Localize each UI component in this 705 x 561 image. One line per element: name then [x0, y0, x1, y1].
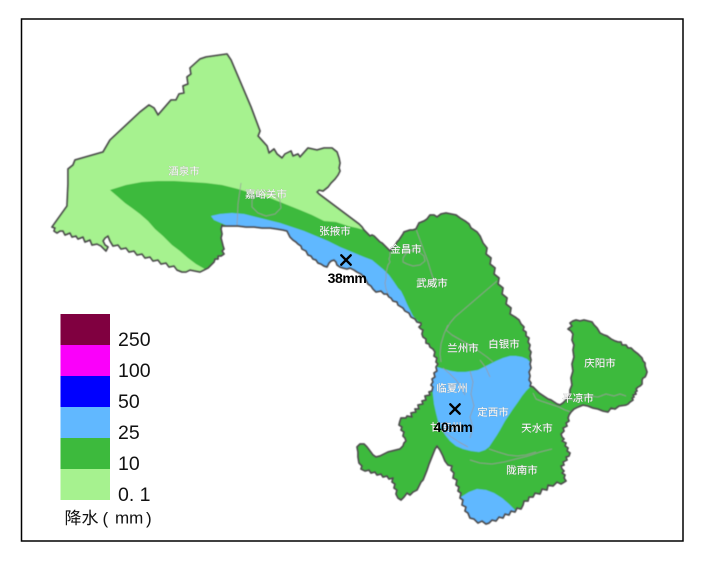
- svg-text:mm: mm: [115, 509, 143, 528]
- svg-text:38mm: 38mm: [328, 270, 367, 286]
- svg-text:250: 250: [118, 329, 151, 351]
- svg-text:25: 25: [118, 422, 140, 444]
- svg-text:50: 50: [118, 391, 140, 413]
- svg-text:100: 100: [118, 360, 151, 382]
- svg-text:): ): [146, 509, 152, 528]
- svg-text:0. 1: 0. 1: [118, 484, 151, 506]
- svg-text:10: 10: [118, 453, 140, 475]
- svg-text:(: (: [103, 509, 109, 528]
- svg-text:40mm: 40mm: [434, 419, 473, 435]
